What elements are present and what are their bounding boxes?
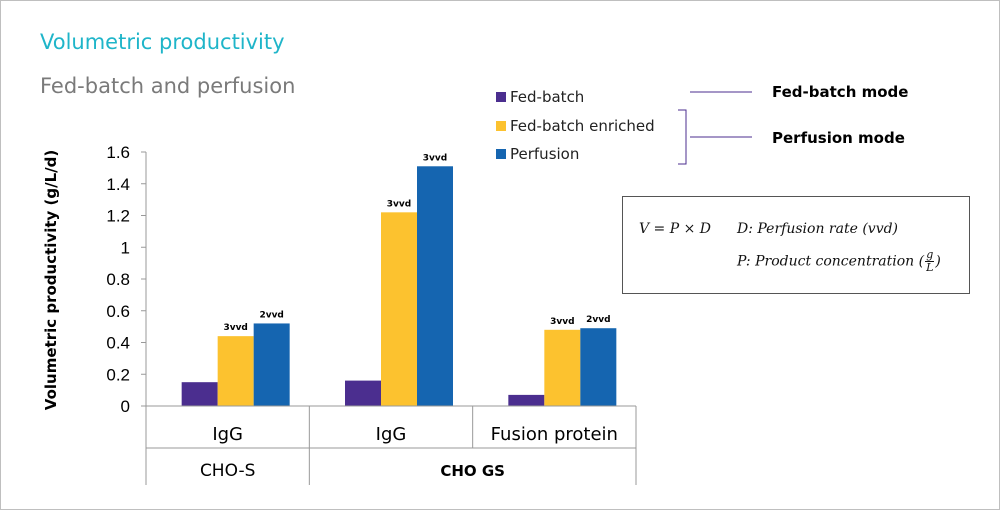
bar-annotation: 2vvd xyxy=(586,315,610,325)
page-title: Volumetric productivity xyxy=(40,30,285,54)
bar xyxy=(544,329,581,406)
legend-label: Perfusion xyxy=(510,145,579,163)
y-tick-label: 0 xyxy=(121,397,130,416)
y-axis-label: Volumetric productivity (g/L/d) xyxy=(42,150,60,410)
bar-annotation: 2vvd xyxy=(259,310,283,320)
y-tick-label: 1.6 xyxy=(106,143,130,162)
bar-annotation: 3vvd xyxy=(550,317,574,327)
fed-batch-mode-label: Fed-batch mode xyxy=(772,83,908,101)
bar xyxy=(381,212,417,406)
formula-p-definition: P: Product concentration (g L) xyxy=(737,249,941,274)
formula-p-prefix: P: Product concentration ( xyxy=(737,253,925,270)
legend-swatch xyxy=(496,121,506,131)
bar xyxy=(580,328,617,406)
formula-equation: V = P × D xyxy=(639,221,712,237)
legend-swatch xyxy=(496,92,506,102)
bar xyxy=(217,336,254,406)
perfusion-mode-label: Perfusion mode xyxy=(772,129,905,147)
page-subtitle: Fed-batch and perfusion xyxy=(40,74,296,98)
group-label: CHO-S xyxy=(200,461,255,481)
bar xyxy=(345,380,381,406)
y-tick-label: 0.2 xyxy=(106,365,130,384)
formula-p-suffix: ) xyxy=(935,253,941,270)
bar-annotation: 3vvd xyxy=(387,199,411,209)
formula-box: V = P × D D: Perfusion rate (vvd) P: Pro… xyxy=(622,196,970,294)
bar xyxy=(253,323,290,406)
y-tick-label: 0.6 xyxy=(106,302,130,321)
y-tick-label: 1.4 xyxy=(106,175,130,194)
bar-annotation: 3vvd xyxy=(423,153,447,163)
perfusion-bracket xyxy=(678,109,687,165)
legend-label: Fed-batch enriched xyxy=(510,117,655,135)
formula-fraction-denominator: L xyxy=(926,261,934,274)
bar xyxy=(508,394,545,406)
legend-label: Fed-batch xyxy=(510,88,584,106)
bar-annotation: 3vvd xyxy=(223,323,247,333)
legend-swatch xyxy=(496,149,506,159)
category-label: IgG xyxy=(376,424,407,445)
category-label: Fusion protein xyxy=(491,424,618,445)
y-tick-label: 1 xyxy=(121,238,130,257)
y-tick-label: 0.8 xyxy=(106,270,130,289)
bar xyxy=(181,382,218,406)
formula-d-definition: D: Perfusion rate (vvd) xyxy=(737,221,899,237)
y-tick-label: 0.4 xyxy=(106,334,130,353)
y-tick-label: 1.2 xyxy=(106,207,130,226)
formula-fraction-numerator: g xyxy=(925,248,935,262)
category-label: IgG xyxy=(212,424,243,445)
group-label: CHO GS xyxy=(440,462,505,480)
bar xyxy=(417,166,453,406)
